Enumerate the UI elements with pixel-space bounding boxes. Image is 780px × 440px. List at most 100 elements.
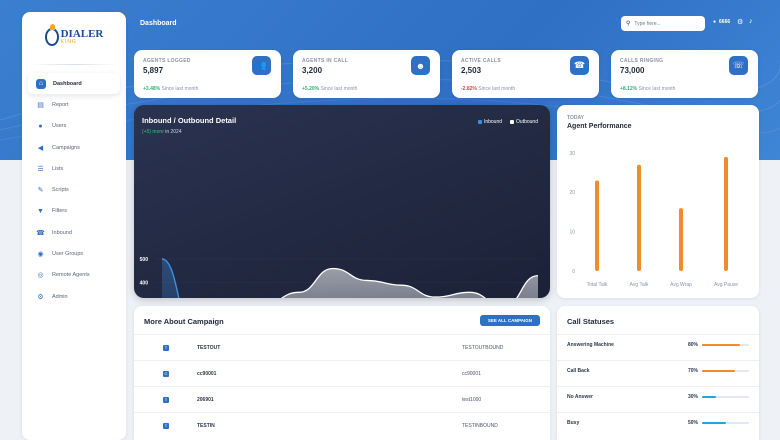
call-status-percent: 50% bbox=[688, 420, 699, 426]
legend-inbound[interactable]: Inbound bbox=[477, 119, 502, 125]
stat-card-agents-in-call: AGENTS IN CALL 3,200 +5.20% Since last mon… bbox=[293, 50, 440, 98]
inbound-outbound-card: Inbound / Outbound Detail (+5) more in 2… bbox=[134, 105, 550, 298]
sidebar-item-admin[interactable]: ⚙ Admin bbox=[22, 286, 126, 307]
sidebar-item-campaigns[interactable]: ◀ Campaigns bbox=[22, 137, 126, 158]
agent-performance-chart: 0 10 20 30 Total Talk Avg Talk Avg Wrap Avg Pau… bbox=[569, 151, 738, 288]
call-status-row: Busy 50% bbox=[557, 412, 759, 438]
y-tick-label: 500 bbox=[140, 257, 149, 263]
legend-outbound[interactable]: Outbound bbox=[510, 119, 538, 125]
y-tick-label: 30 bbox=[569, 151, 575, 157]
users-icon: 👥 bbox=[252, 56, 271, 75]
stat-value: 3,200 bbox=[302, 66, 323, 75]
stat-change: -2.82% Since last month bbox=[461, 86, 516, 92]
sidebar-item-users[interactable]: ● Users bbox=[22, 116, 126, 137]
call-status-name: Call Back bbox=[567, 368, 590, 374]
inbound-outbound-chart: 0100200300400500JanFebMarAprMayJunJulAug… bbox=[140, 257, 539, 298]
perf-kicker: TODAY bbox=[567, 115, 584, 121]
campaign-badge: T bbox=[163, 396, 169, 403]
group-icon: ◉ bbox=[37, 251, 44, 259]
settings-gear-icon[interactable]: ⚙ bbox=[737, 19, 744, 26]
sidebar-item-dashboard[interactable]: ⌂ Dashboard bbox=[28, 73, 120, 95]
user-icon: ● bbox=[38, 122, 43, 130]
sidebar-item-scripts[interactable]: ✎ Scripts bbox=[22, 179, 126, 200]
sidebar-item-label: Dashboard bbox=[53, 80, 82, 87]
sidebar-item-remote-agents[interactable]: ◎ Remote Agents bbox=[22, 265, 126, 286]
campaign-card: More About Campaign SEE ALL CAMPAIGN T TE… bbox=[134, 306, 550, 440]
sidebar-item-report[interactable]: ▤ Report bbox=[22, 94, 126, 115]
campaign-row[interactable]: T TESTIN TESTINBOUND bbox=[134, 412, 550, 438]
campaign-badge: C bbox=[163, 370, 169, 377]
stat-label: AGENTS IN CALL bbox=[302, 58, 349, 64]
list-icon: ☰ bbox=[37, 165, 44, 173]
sidebar-item-label: Users bbox=[52, 123, 67, 130]
call-status-row: No Answer 30% bbox=[557, 386, 759, 412]
campaign-row[interactable]: T TESTOUT TESTOUTBOUND bbox=[134, 334, 550, 360]
phone-incoming-icon: ☎ bbox=[36, 229, 45, 237]
stat-change: +3.48% Since last month bbox=[143, 86, 199, 92]
phone-active-icon: ☎ bbox=[570, 56, 589, 75]
page-title: Dashboard bbox=[140, 20, 177, 27]
x-tick-label: Total Talk bbox=[587, 282, 608, 288]
agent-performance-card: TODAY Agent Performance 0 10 20 30 Total Tal… bbox=[557, 105, 759, 298]
stat-value: 73,000 bbox=[620, 66, 645, 75]
filter-icon: ▼ bbox=[37, 207, 44, 215]
sidebar-item-inbound[interactable]: ☎ Inbound bbox=[22, 222, 126, 243]
stat-change: +5.20% Since last month bbox=[302, 86, 358, 92]
search-box[interactable]: ⚲ bbox=[621, 16, 705, 31]
call-status-name: Answering Machine bbox=[567, 342, 614, 348]
chart-title: Inbound / Outbound Detail bbox=[142, 116, 237, 125]
phone-ringing-icon: ☏ bbox=[729, 56, 748, 75]
agent-icon: ☻ bbox=[411, 56, 430, 75]
bar-avg-pause[interactable] bbox=[724, 156, 728, 271]
sidebar: DIALER KING ⌂ Dashboard ▤ Report ● Users ◀ Camp… bbox=[22, 12, 126, 440]
user-icon: ● bbox=[713, 19, 717, 25]
search-icon: ⚲ bbox=[626, 21, 631, 27]
see-all-campaign-button[interactable]: SEE ALL CAMPAIGN bbox=[479, 315, 540, 326]
series-line-outbound[interactable] bbox=[162, 267, 539, 298]
notification-bell-icon[interactable]: ♪ bbox=[749, 18, 753, 25]
call-status-percent: 70% bbox=[688, 368, 699, 374]
user-menu[interactable]: ● 6666 bbox=[713, 19, 730, 25]
series-area-outbound bbox=[282, 268, 538, 298]
y-tick-label: 400 bbox=[140, 281, 149, 287]
campaign-code: test1000 bbox=[462, 396, 482, 403]
call-status-percent: 30% bbox=[688, 394, 699, 400]
campaign-name: TESTIN bbox=[197, 422, 215, 429]
chart-subtitle: (+5) more in 2024 bbox=[142, 129, 182, 135]
megaphone-icon: ◀ bbox=[37, 144, 44, 152]
campaign-badge: T bbox=[163, 422, 169, 429]
call-status-progress bbox=[702, 344, 749, 346]
call-status-percent: 80% bbox=[688, 342, 699, 348]
bar-total-talk[interactable] bbox=[595, 180, 599, 271]
campaign-name: 206901 bbox=[197, 396, 214, 403]
sidebar-item-label: Inbound bbox=[52, 229, 72, 236]
y-tick-label: 0 bbox=[572, 269, 575, 275]
search-input[interactable] bbox=[634, 20, 695, 27]
call-statuses-title: Call Statuses bbox=[567, 317, 615, 326]
campaign-row[interactable]: T 206901 test1000 bbox=[134, 386, 550, 412]
sidebar-item-label: User Groups bbox=[52, 251, 84, 258]
sidebar-item-lists[interactable]: ☰ Lists bbox=[22, 158, 126, 179]
chart-legend: Inbound Outbound bbox=[477, 119, 538, 125]
sidebar-item-label: Report bbox=[52, 101, 69, 108]
sidebar-nav: ⌂ Dashboard ▤ Report ● Users ◀ Campaigns ☰ Lists ✎… bbox=[22, 73, 126, 307]
stat-label: ACTIVE CALLS bbox=[461, 58, 501, 64]
home-icon: ⌂ bbox=[36, 78, 46, 89]
sidebar-item-label: Lists bbox=[52, 165, 64, 172]
app-logo[interactable]: DIALER KING bbox=[22, 16, 126, 58]
sidebar-item-filters[interactable]: ▼ Filters bbox=[22, 201, 126, 222]
bar-avg-wrap[interactable] bbox=[679, 208, 683, 271]
call-status-progress bbox=[702, 370, 749, 372]
sidebar-item-label: Campaigns bbox=[52, 144, 80, 151]
stat-value: 5,897 bbox=[143, 66, 164, 75]
bar-avg-talk[interactable] bbox=[637, 164, 641, 271]
stat-card-agents-logged: AGENTS LOGGED 5,897 +3.48% Since last mont… bbox=[134, 50, 281, 98]
call-status-name: Busy bbox=[567, 420, 580, 426]
sidebar-item-user-groups[interactable]: ◉ User Groups bbox=[22, 243, 126, 264]
stat-card-active-calls: ACTIVE CALLS 2,503 -2.82% Since last month… bbox=[452, 50, 599, 98]
gear-icon: ⚙ bbox=[37, 293, 44, 301]
campaign-code: TESTOUTBOUND bbox=[462, 344, 504, 351]
script-icon: ✎ bbox=[37, 187, 44, 195]
call-statuses-card: Call Statuses Answering Machine 80% Call B… bbox=[557, 306, 759, 440]
